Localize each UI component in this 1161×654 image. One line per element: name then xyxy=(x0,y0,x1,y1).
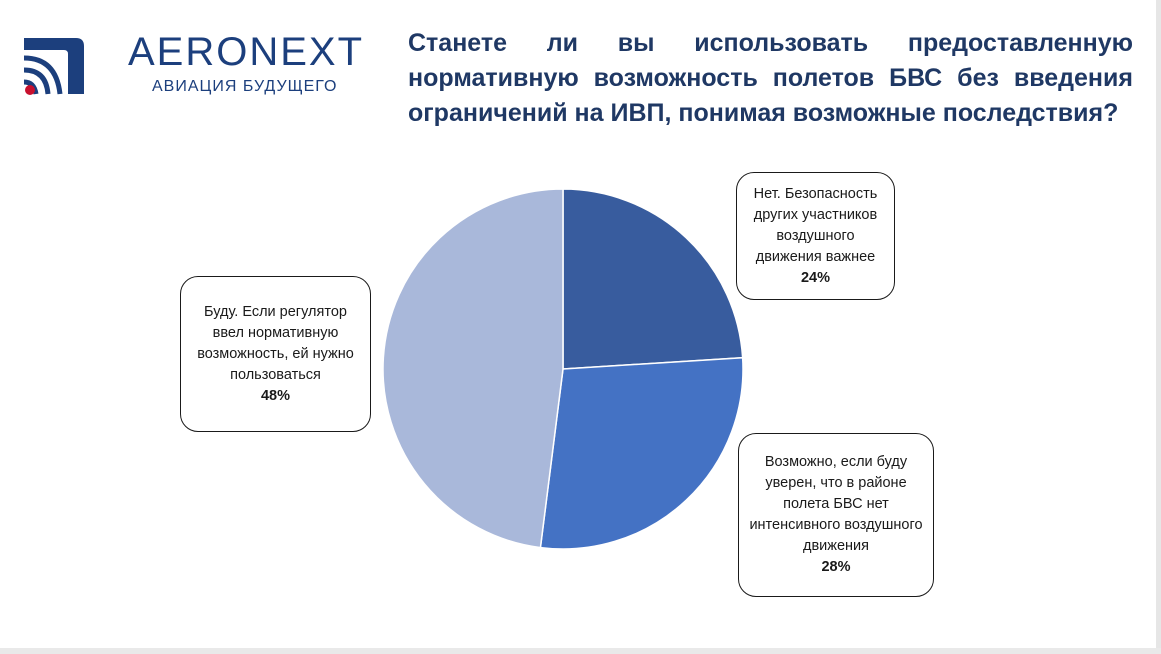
callout-yes: Буду. Если регулятор ввел нормативную во… xyxy=(180,276,371,432)
pie-slice-no xyxy=(562,188,744,370)
aeronext-logo: AERONEXT АВИАЦИЯ БУДУЩЕГО xyxy=(22,30,372,100)
callout-maybe: Возможно, если буду уверен, что в районе… xyxy=(738,433,934,597)
callout-maybe-percent: 28% xyxy=(821,559,851,575)
logo-brand-name: AERONEXT xyxy=(128,30,365,74)
callout-yes-label: Буду. Если регулятор ввел нормативную во… xyxy=(197,303,354,383)
callout-no-label: Нет. Безопасность других участников возд… xyxy=(753,185,878,265)
callout-no: Нет. Безопасность других участников возд… xyxy=(736,172,895,300)
callout-maybe-label: Возможно, если буду уверен, что в районе… xyxy=(749,454,923,554)
callout-yes-percent: 48% xyxy=(260,387,291,404)
slide-bottom-edge xyxy=(0,648,1161,654)
pie-slice-yes xyxy=(382,188,564,549)
logo-tagline: АВИАЦИЯ БУДУЩЕГО xyxy=(152,78,338,95)
slide-right-edge xyxy=(1156,0,1161,654)
pie-slice-maybe xyxy=(539,356,744,550)
logo-mark-icon xyxy=(23,38,84,95)
callout-no-percent: 24% xyxy=(800,269,831,286)
chart-title: Станете ли вы использовать предоставленн… xyxy=(408,29,1133,127)
